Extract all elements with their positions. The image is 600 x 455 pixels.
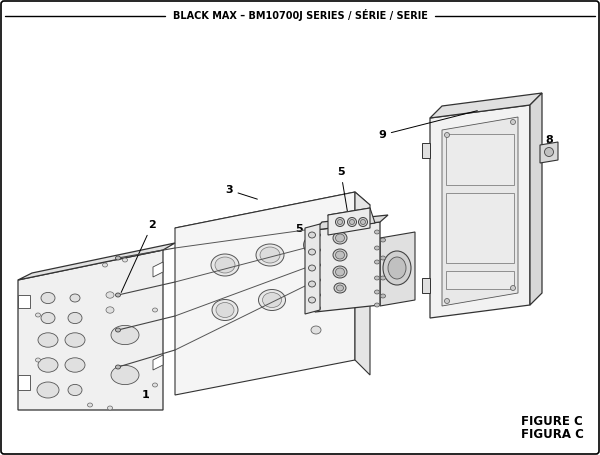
Ellipse shape [333,232,347,244]
Ellipse shape [316,293,320,297]
Text: 4: 4 [322,247,338,257]
Ellipse shape [316,278,320,282]
Ellipse shape [380,256,386,260]
Polygon shape [446,134,514,185]
Ellipse shape [445,298,449,303]
Ellipse shape [316,263,320,267]
Polygon shape [442,117,518,306]
Ellipse shape [374,276,380,280]
Ellipse shape [211,254,239,276]
Polygon shape [530,93,542,305]
Ellipse shape [374,230,380,234]
Polygon shape [305,224,320,314]
Ellipse shape [374,290,380,294]
Ellipse shape [308,249,316,255]
Polygon shape [380,232,415,306]
Ellipse shape [65,333,85,347]
Polygon shape [328,208,375,230]
Ellipse shape [310,282,326,294]
Ellipse shape [333,266,347,278]
Ellipse shape [263,293,281,308]
Ellipse shape [212,299,238,320]
Ellipse shape [38,358,58,372]
Ellipse shape [380,276,386,280]
Ellipse shape [122,258,128,262]
Polygon shape [175,192,370,242]
Ellipse shape [304,235,329,255]
Ellipse shape [115,328,121,332]
Ellipse shape [374,246,380,250]
Ellipse shape [308,265,316,271]
Text: 8: 8 [545,135,553,145]
Ellipse shape [152,308,157,312]
Ellipse shape [383,251,411,285]
Ellipse shape [106,292,114,298]
Text: 3: 3 [225,185,257,199]
Ellipse shape [359,217,367,227]
Ellipse shape [374,303,380,307]
Ellipse shape [308,232,316,238]
Ellipse shape [306,278,330,298]
Text: BLACK MAX – BM10700J SERIES / SÉRIE / SERIE: BLACK MAX – BM10700J SERIES / SÉRIE / SE… [173,9,427,21]
Ellipse shape [349,219,355,224]
Ellipse shape [38,333,58,347]
Ellipse shape [334,283,346,293]
Ellipse shape [308,238,325,252]
Polygon shape [446,193,514,263]
Ellipse shape [35,358,41,362]
Text: 1: 1 [142,390,150,400]
Ellipse shape [41,313,55,324]
Ellipse shape [152,383,157,387]
Polygon shape [153,355,163,370]
Ellipse shape [316,233,320,237]
Ellipse shape [215,257,235,273]
Polygon shape [355,192,370,375]
Polygon shape [18,250,163,410]
Polygon shape [446,271,514,289]
Ellipse shape [335,268,344,276]
Ellipse shape [316,248,320,252]
Ellipse shape [511,285,515,290]
Ellipse shape [111,325,139,344]
Polygon shape [315,222,380,312]
Text: 9: 9 [378,111,478,140]
Text: FIGURE C: FIGURE C [521,415,583,428]
Text: 5: 5 [337,167,347,212]
Ellipse shape [260,247,280,263]
Ellipse shape [361,219,365,224]
Ellipse shape [308,281,316,287]
Polygon shape [430,105,530,318]
Ellipse shape [111,365,139,384]
Polygon shape [18,243,175,280]
Ellipse shape [106,307,114,313]
Ellipse shape [103,263,107,267]
Ellipse shape [335,251,344,259]
Ellipse shape [335,217,344,227]
Ellipse shape [337,219,343,224]
Ellipse shape [388,257,406,279]
Ellipse shape [347,217,356,227]
Ellipse shape [380,294,386,298]
Ellipse shape [256,244,284,266]
Polygon shape [18,295,30,308]
Ellipse shape [115,293,121,297]
Polygon shape [422,143,430,158]
Ellipse shape [115,365,121,369]
Ellipse shape [337,285,343,291]
Ellipse shape [511,120,515,125]
Polygon shape [175,192,355,395]
Polygon shape [540,142,558,163]
Ellipse shape [374,260,380,264]
Polygon shape [315,215,388,230]
Ellipse shape [68,313,82,324]
Text: 6: 6 [330,287,346,297]
Ellipse shape [35,313,41,317]
Text: 7: 7 [398,272,413,282]
Text: 5: 5 [295,224,308,238]
Ellipse shape [445,132,449,137]
Ellipse shape [335,234,344,242]
Text: FIGURA C: FIGURA C [521,428,583,441]
Ellipse shape [88,403,92,407]
Polygon shape [328,208,370,235]
